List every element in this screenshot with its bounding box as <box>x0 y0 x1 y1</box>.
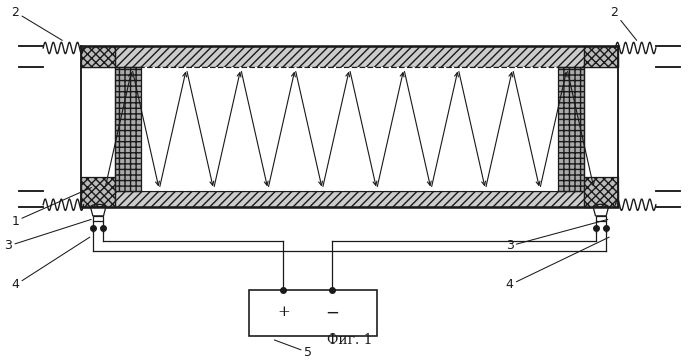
Text: 4: 4 <box>505 237 610 291</box>
Bar <box>82 191 617 207</box>
Text: 5: 5 <box>274 340 312 359</box>
Text: −: − <box>325 304 339 321</box>
Text: Фиг. 1: Фиг. 1 <box>326 333 373 347</box>
Bar <box>82 46 115 67</box>
Bar <box>115 67 584 191</box>
Bar <box>93 216 103 221</box>
Text: 3: 3 <box>4 219 91 252</box>
Bar <box>82 177 115 207</box>
Bar <box>558 67 584 191</box>
Bar <box>115 67 141 191</box>
Text: 2: 2 <box>610 5 637 40</box>
Text: 1: 1 <box>11 187 92 228</box>
Text: 4: 4 <box>11 237 89 291</box>
Polygon shape <box>593 207 609 216</box>
Bar <box>584 46 617 67</box>
Bar <box>596 216 606 221</box>
Bar <box>82 46 617 67</box>
Text: 3: 3 <box>505 219 608 252</box>
Text: +: + <box>277 305 289 319</box>
Bar <box>584 177 617 207</box>
Bar <box>249 290 377 336</box>
Text: 2: 2 <box>11 5 62 40</box>
Polygon shape <box>90 207 106 216</box>
